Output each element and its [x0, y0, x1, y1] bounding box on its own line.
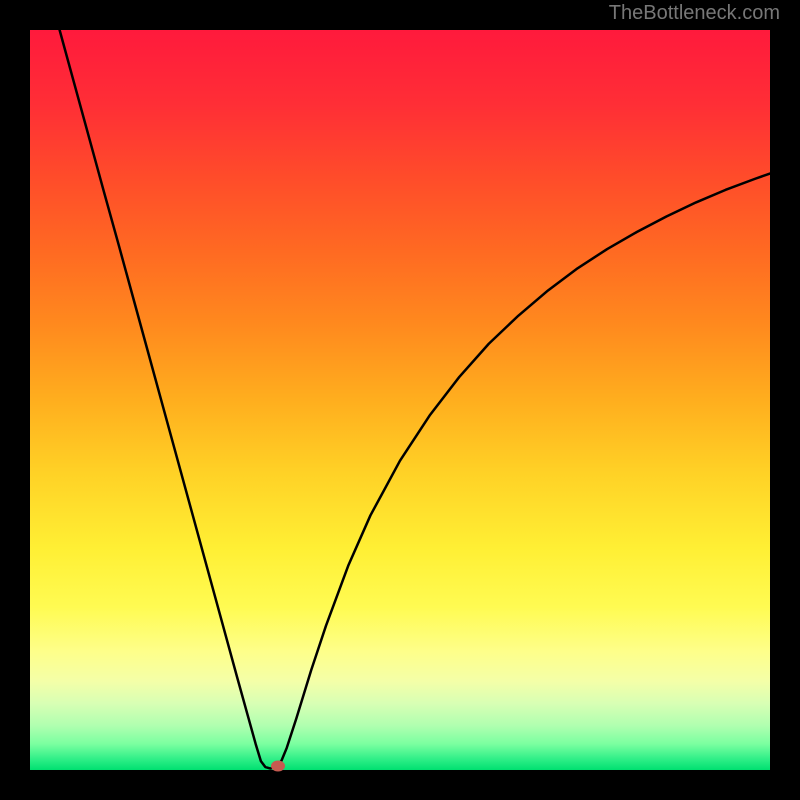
plot-area — [30, 30, 770, 770]
minimum-marker — [271, 761, 285, 772]
watermark-text: TheBottleneck.com — [609, 2, 780, 25]
